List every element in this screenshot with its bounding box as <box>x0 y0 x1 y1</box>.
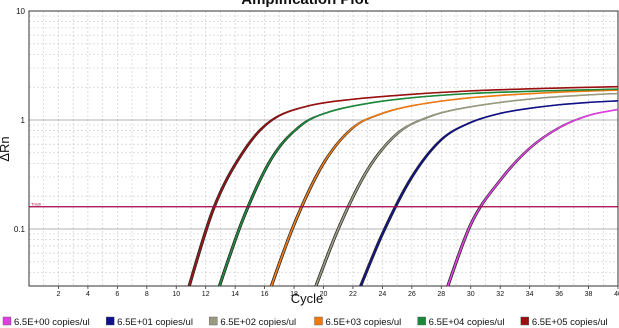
legend-label: 6.5E+00 copies/ul <box>14 317 90 328</box>
x-tick-label: 26 <box>408 291 416 298</box>
y-axis-label: ΔRn <box>0 136 12 161</box>
x-tick-label: 16 <box>261 291 269 298</box>
chart-title: Amplification Plot <box>241 0 369 8</box>
plot-area: 2468101214161820222426283032343638400.11… <box>14 7 619 298</box>
y-tick-label: 0.1 <box>14 225 26 234</box>
x-tick-label: 12 <box>202 291 210 298</box>
legend-swatch <box>105 316 115 326</box>
threshold-label: Thrsh <box>31 201 41 206</box>
legend-label: 6.5E+02 copies/ul <box>220 317 296 328</box>
legend-swatch <box>520 316 530 326</box>
legend-swatch <box>417 316 426 326</box>
y-tick-label: 10 <box>16 7 25 16</box>
legend-label: 6.5E+04 copies/ul <box>429 317 505 328</box>
x-tick-label: 36 <box>555 291 563 298</box>
x-tick-label: 28 <box>437 291 445 298</box>
series-line <box>188 85 618 286</box>
x-tick-label: 10 <box>172 291 180 298</box>
x-tick-label: 2 <box>56 291 60 298</box>
x-tick-label: 14 <box>231 291 239 298</box>
x-tick-label: 22 <box>349 291 357 298</box>
x-axis-label: Cycle <box>291 291 324 306</box>
x-tick-label: 30 <box>467 291 475 298</box>
x-tick-label: 18 <box>290 291 298 298</box>
legend-label: 6.5E+05 copies/ul <box>532 317 608 328</box>
legend-swatch <box>2 316 12 326</box>
x-tick-label: 40 <box>614 291 619 298</box>
x-tick-label: 4 <box>86 291 90 298</box>
x-tick-label: 6 <box>115 291 119 298</box>
series-group <box>187 85 618 286</box>
x-tick-label: 38 <box>585 291 593 298</box>
series-line <box>359 100 618 286</box>
y-tick-label: 1 <box>21 116 26 125</box>
x-tick-label: 34 <box>526 291 534 298</box>
x-tick-label: 24 <box>379 291 387 298</box>
legend-label: 6.5E+03 copies/ul <box>326 317 402 328</box>
legend-swatch <box>209 316 218 326</box>
x-tick-label: 8 <box>145 291 149 298</box>
series-line <box>315 92 618 286</box>
legend: 6.5E+00 copies/ul 6.5E+01 copies/ul 6.5E+0… <box>2 316 608 328</box>
series-line <box>447 108 618 286</box>
x-tick-label: 32 <box>496 291 504 298</box>
grid <box>29 11 618 286</box>
legend-swatch <box>314 316 323 326</box>
series-line <box>270 89 618 286</box>
legend-label: 6.5E+01 copies/ul <box>117 317 193 328</box>
x-tick-label: 20 <box>320 291 328 298</box>
series-line <box>218 88 618 286</box>
